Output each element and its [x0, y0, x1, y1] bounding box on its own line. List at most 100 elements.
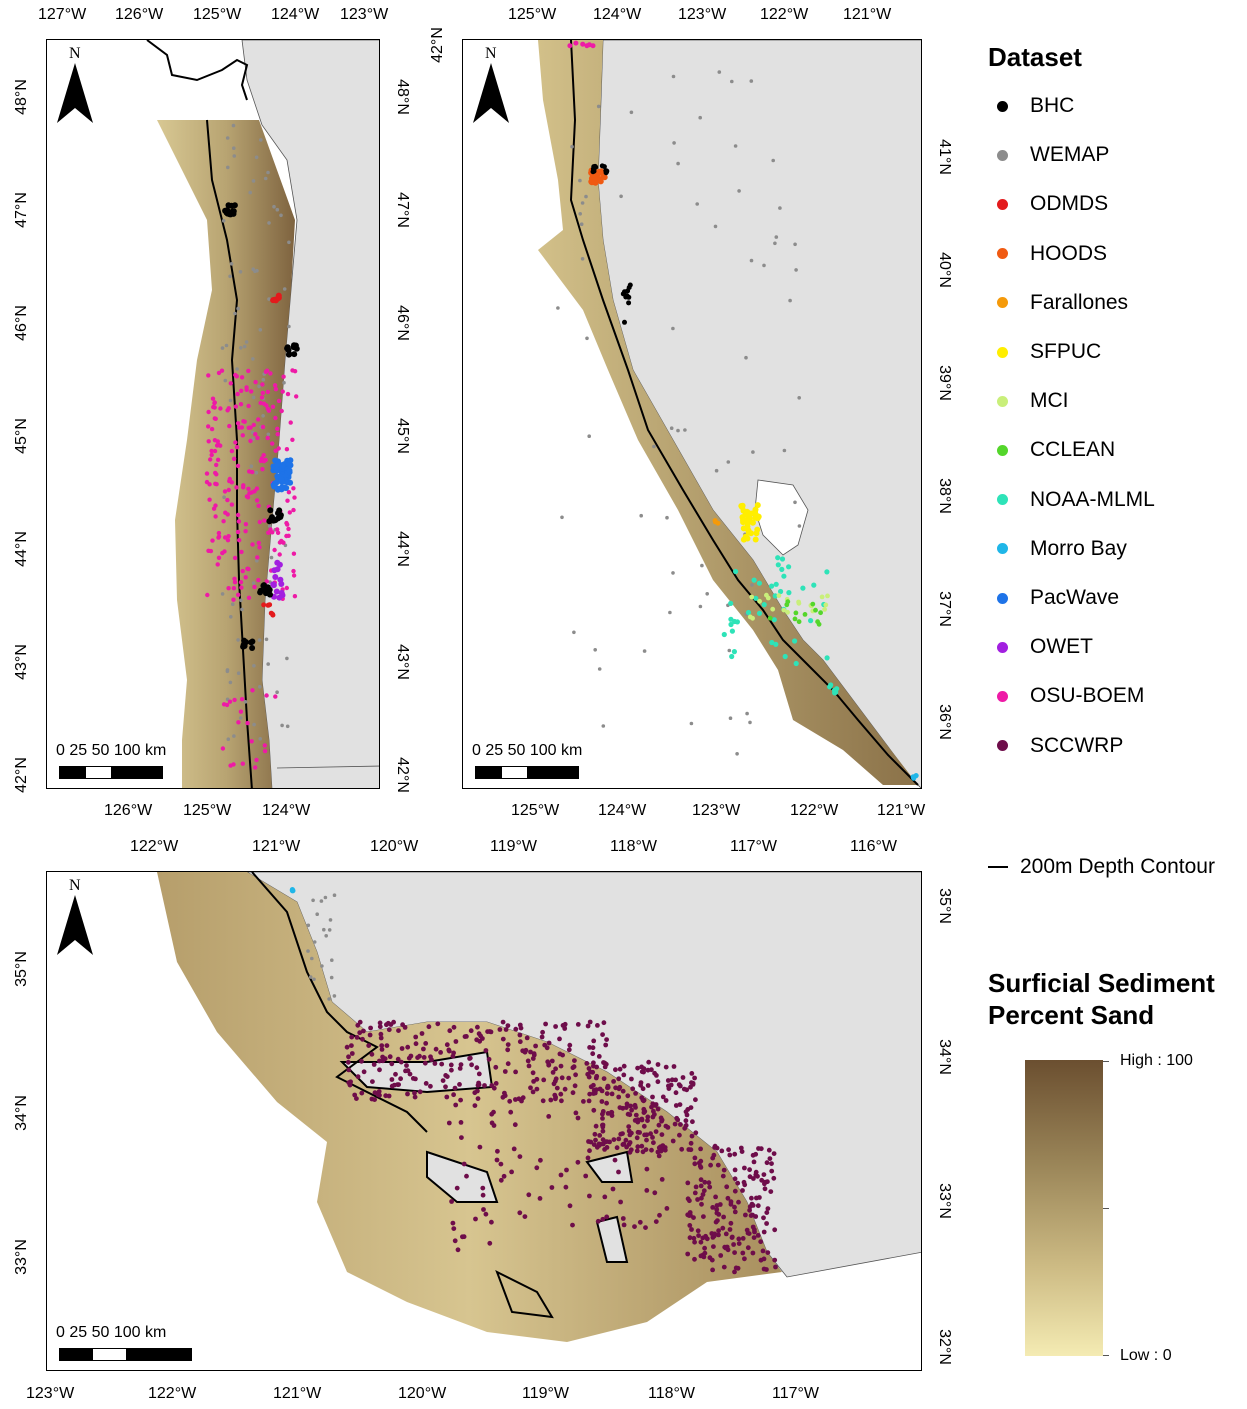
sample-point-sccwrp — [591, 1107, 597, 1113]
sample-point-osu-boem — [222, 489, 228, 494]
sample-point-sccwrp — [367, 1032, 373, 1038]
sample-point-sccwrp — [749, 1195, 754, 1201]
lon-tick: 126°W — [104, 802, 153, 819]
lat-tick: 42°N — [393, 757, 411, 793]
lon-tick: 125°W — [508, 6, 557, 23]
sample-point-wemap — [717, 70, 722, 74]
sample-point-osu-boem — [284, 585, 289, 591]
sample-point-osu-boem — [212, 448, 218, 454]
sample-point-sccwrp — [685, 1196, 691, 1202]
sample-point-sccwrp — [511, 1146, 517, 1152]
sample-point-sccwrp — [617, 1105, 623, 1110]
sample-point-sccwrp — [517, 1210, 523, 1216]
sample-point-sccwrp — [683, 1118, 689, 1124]
sample-point-osu-boem — [254, 486, 260, 491]
sample-point-sccwrp — [649, 1104, 654, 1110]
sample-point-sccwrp — [596, 1054, 602, 1059]
lat-tick: 47°N — [12, 192, 30, 228]
lon-tick: 125°W — [183, 802, 232, 819]
sample-point-wemap — [320, 964, 324, 968]
sample-point-noaa-mlml — [745, 609, 752, 616]
sample-point-osu-boem — [291, 507, 296, 513]
sample-point-sccwrp — [498, 1177, 504, 1183]
sample-point-osu-boem — [231, 456, 237, 461]
sample-point-wemap — [222, 495, 226, 500]
sample-point-cclean — [802, 612, 808, 617]
sample-point-sccwrp — [379, 1047, 385, 1052]
ramp-tick-mid — [1103, 1208, 1109, 1209]
sample-point-sccwrp — [600, 1032, 605, 1037]
sample-point-osu-boem — [207, 482, 212, 487]
sample-point-noaa-mlml — [733, 568, 739, 575]
sample-point-sfpuc — [740, 536, 747, 543]
sample-point-sccwrp — [684, 1087, 690, 1093]
sample-point-sccwrp — [700, 1192, 706, 1197]
sample-point-odmds — [275, 294, 282, 301]
sample-point-wemap — [773, 241, 777, 246]
sample-point-sccwrp — [726, 1147, 731, 1153]
sample-point-wemap — [252, 722, 256, 727]
sample-point-wemap — [315, 912, 320, 916]
map-panel-southern-california[interactable]: N 0 25 50 100 km — [46, 871, 922, 1371]
sample-point-sccwrp — [655, 1062, 661, 1067]
sample-point-sccwrp — [543, 1021, 548, 1027]
sample-point-osu-boem — [257, 545, 262, 550]
sample-point-sccwrp — [761, 1229, 767, 1235]
lon-tick: 124°W — [598, 802, 647, 819]
lon-tick: 121°W — [252, 838, 301, 855]
sample-point-wemap — [714, 468, 719, 473]
sample-point-wemap — [232, 154, 237, 158]
sample-point-sccwrp — [605, 1111, 611, 1116]
lon-tick: 127°W — [38, 6, 87, 23]
sample-point-sccwrp — [741, 1179, 747, 1185]
sample-point-wemap — [226, 165, 230, 170]
sample-point-wemap — [267, 221, 271, 225]
sample-point-sccwrp — [645, 1067, 651, 1073]
sample-point-osu-boem — [239, 585, 244, 590]
legend-swatch — [997, 346, 1008, 358]
legend-item-odmds: ODMDS — [997, 192, 1108, 216]
island — [585, 1150, 634, 1183]
sample-point-osu-boem — [250, 542, 255, 547]
sample-point-sccwrp — [715, 1162, 721, 1168]
sample-point-sccwrp — [685, 1180, 691, 1186]
map-panel-northern-california[interactable]: N 0 25 50 100 km — [462, 39, 922, 789]
sample-point-sccwrp — [446, 1048, 452, 1054]
sample-point-wemap — [236, 638, 240, 642]
sample-point-wemap — [639, 513, 643, 518]
sample-point-sccwrp — [452, 1238, 458, 1244]
sample-point-sccwrp — [541, 1077, 547, 1083]
island — [595, 1215, 629, 1263]
lon-tick: 121°W — [273, 1385, 322, 1402]
sample-point-sccwrp — [558, 1063, 564, 1069]
sample-point-sccwrp — [539, 1034, 545, 1040]
sample-point-osu-boem — [234, 485, 239, 490]
sample-point-sccwrp — [650, 1094, 655, 1100]
sample-point-osu-boem — [232, 576, 237, 581]
sample-point-sccwrp — [603, 1139, 609, 1145]
sample-point-sccwrp — [459, 1135, 464, 1140]
sample-point-sccwrp — [545, 1059, 551, 1065]
lon-tick: 117°W — [730, 838, 778, 855]
sample-point-wemap — [584, 194, 588, 199]
sample-point-osu-boem — [292, 369, 298, 374]
legend-swatch — [997, 740, 1008, 752]
sample-point-sccwrp — [732, 1250, 737, 1255]
sample-point-sccwrp — [687, 1223, 693, 1228]
sample-point-osu-boem — [272, 383, 278, 388]
sample-point-sccwrp — [528, 1085, 533, 1091]
sample-point-sccwrp — [764, 1210, 770, 1215]
sample-point-mci — [796, 599, 801, 605]
sample-point-osu-boem — [208, 457, 213, 462]
sample-point-cclean — [792, 616, 798, 622]
sample-point-sccwrp — [438, 1050, 443, 1055]
sample-point-sccwrp — [384, 1043, 390, 1048]
sample-point-wemap — [560, 515, 564, 520]
map-panel-oregon-washington[interactable]: N 0 25 50 100 km — [46, 39, 380, 789]
sample-point-noaa-mlml — [792, 638, 798, 644]
sample-point-osu-boem — [206, 439, 211, 444]
lat-tick: 34°N — [12, 1095, 30, 1131]
sample-point-wemap — [672, 141, 676, 145]
sample-point-bhc — [604, 169, 610, 175]
sample-point-sccwrp — [513, 1026, 519, 1032]
